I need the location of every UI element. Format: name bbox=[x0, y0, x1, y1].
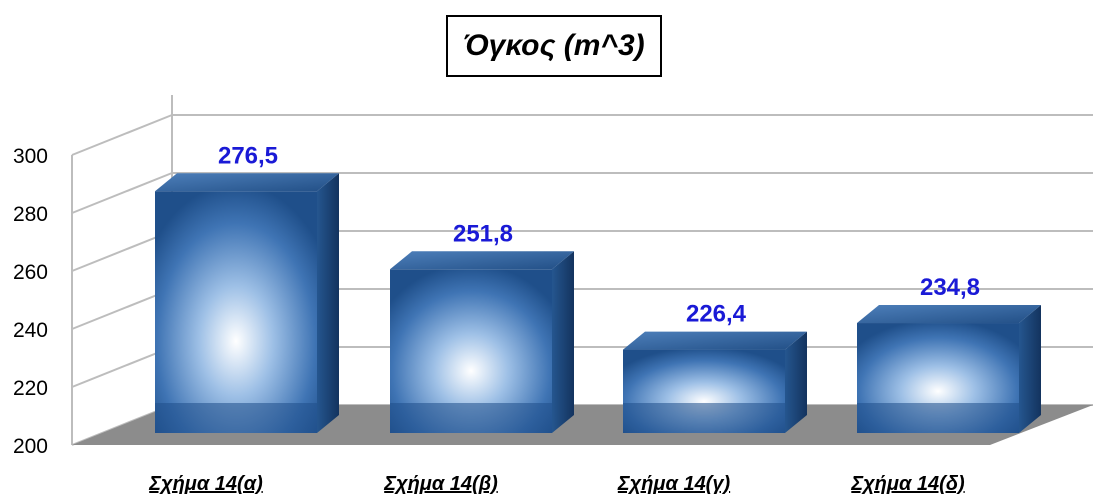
data-label: 226,4 bbox=[686, 301, 747, 328]
bar-top bbox=[857, 305, 1041, 324]
bar-side bbox=[552, 251, 574, 433]
bar bbox=[155, 173, 339, 433]
data-label: 234,8 bbox=[920, 274, 980, 301]
x-tick-label: Σχήμα 14(δ) bbox=[850, 473, 965, 495]
y-tick-label: 280 bbox=[13, 203, 48, 226]
gridline-side bbox=[71, 114, 173, 156]
x-tick-label: Σχήμα 14(β) bbox=[383, 473, 498, 495]
bar-base-band bbox=[155, 403, 317, 433]
bar-top bbox=[623, 331, 807, 350]
chart-title: Όγκος (m^3) bbox=[446, 15, 662, 77]
y-tick-label: 260 bbox=[13, 261, 48, 284]
bar bbox=[390, 251, 574, 433]
data-label: 276,5 bbox=[218, 142, 278, 169]
bar-base-band bbox=[623, 403, 785, 433]
y-tick-label: 200 bbox=[13, 435, 48, 458]
bar-side bbox=[317, 173, 339, 433]
x-tick-label: Σχήμα 14(γ) bbox=[617, 473, 731, 495]
bar-base-band bbox=[857, 403, 1019, 433]
y-tick-label: 240 bbox=[13, 319, 48, 342]
y-tick-label: 300 bbox=[13, 145, 48, 168]
data-label: 251,8 bbox=[453, 220, 513, 247]
bar-top bbox=[390, 251, 574, 270]
bar bbox=[857, 305, 1041, 433]
bar bbox=[623, 331, 807, 433]
y-tick-label: 220 bbox=[13, 377, 48, 400]
bar-side bbox=[785, 331, 807, 433]
bar-side bbox=[1019, 305, 1041, 433]
bar-top bbox=[155, 173, 339, 192]
x-tick-label: Σχήμα 14(α) bbox=[148, 473, 263, 495]
bar-base-band bbox=[390, 403, 552, 433]
bar-front bbox=[155, 191, 317, 433]
gridline-side bbox=[71, 172, 173, 214]
